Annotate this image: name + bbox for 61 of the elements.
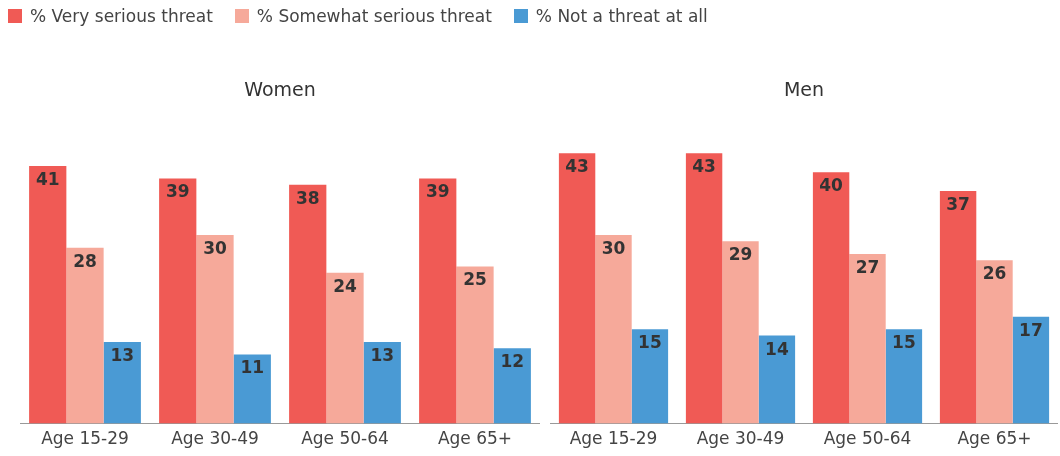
x-tick-label: Age 65+ (437, 428, 513, 449)
bar (419, 178, 457, 424)
data-label: 15 (892, 332, 916, 353)
data-label: 15 (638, 332, 662, 353)
legend-label: % Somewhat serious threat (256, 6, 492, 26)
data-label: 38 (295, 187, 320, 208)
bar (939, 191, 977, 424)
data-label: 43 (565, 156, 589, 177)
bar (758, 335, 796, 424)
x-tick-label: Age 65+ (957, 428, 1032, 449)
chart-title: Women (244, 78, 316, 101)
data-label: 13 (110, 344, 135, 365)
bar (66, 247, 104, 424)
data-label: 30 (601, 237, 626, 258)
data-label: 39 (165, 181, 190, 202)
data-label: 43 (692, 156, 716, 177)
x-tick-label: Age 30-49 (171, 428, 259, 449)
data-label: 28 (73, 250, 97, 271)
bar (196, 235, 234, 424)
data-label: 25 (463, 269, 487, 290)
bar (631, 329, 669, 424)
bar (233, 354, 271, 424)
bar (558, 153, 596, 424)
bar (885, 329, 923, 424)
bar (159, 178, 197, 424)
data-label: 30 (203, 237, 227, 258)
bar (326, 272, 364, 424)
x-tick-label: Age 30-49 (696, 428, 785, 449)
bar (685, 153, 723, 424)
legend-label: % Not a threat at all (535, 6, 708, 26)
x-tick-label: Age 50-64 (301, 428, 389, 449)
data-label: 12 (500, 351, 525, 372)
bar (595, 235, 632, 424)
legend-label: % Very serious threat (30, 6, 213, 26)
data-label: 14 (765, 338, 789, 359)
bar (493, 348, 531, 424)
data-label: 11 (240, 357, 265, 378)
x-tick-label: Age 50-64 (823, 428, 912, 449)
bar (103, 341, 141, 424)
x-tick-label: Age 15-29 (41, 428, 129, 449)
chart-title: Men (783, 78, 825, 101)
bar (289, 184, 327, 424)
data-label: 13 (370, 344, 395, 365)
bar (812, 172, 850, 424)
data-label: 26 (982, 263, 1007, 284)
data-label: 39 (425, 181, 450, 202)
x-tick-label: Age 15-29 (569, 428, 658, 449)
data-label: 24 (333, 275, 357, 296)
data-label: 29 (728, 244, 753, 265)
bar (722, 241, 759, 424)
bar (1012, 316, 1050, 424)
bar (456, 266, 494, 424)
data-label: 27 (855, 256, 880, 277)
data-label: 17 (1019, 319, 1043, 340)
bar (849, 253, 886, 424)
data-label: 41 (35, 168, 60, 189)
data-label: 40 (819, 175, 844, 196)
bar (976, 260, 1013, 424)
bar (363, 341, 401, 424)
bar (29, 165, 67, 424)
data-label: 37 (946, 194, 970, 214)
